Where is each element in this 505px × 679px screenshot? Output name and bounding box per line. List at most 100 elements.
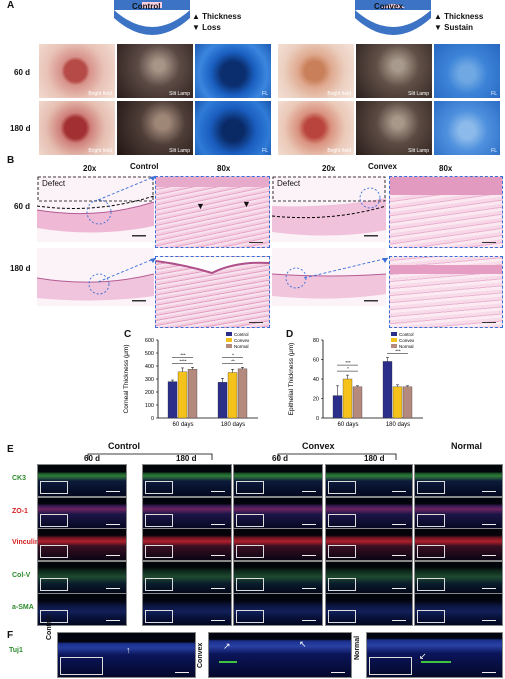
c-sig-label-3: * — [232, 352, 234, 357]
c-legend-swatch-0 — [226, 332, 232, 336]
d-bar-0-0 — [332, 395, 343, 419]
convex-note-sustain: ▼ Sustain — [434, 23, 474, 32]
row-label-a-180d: 180 d — [10, 124, 31, 133]
d-bar-1-1 — [392, 386, 403, 419]
d-bar-1-0 — [342, 378, 353, 419]
e-scalebar-4-3 — [392, 620, 406, 621]
e-scalebar-4-0 — [106, 620, 120, 621]
b-control-title: Control — [130, 162, 159, 171]
b-convex-180d-80x — [389, 256, 503, 328]
c-sig-label-1: *** — [180, 352, 186, 357]
e-scalebar-1-0 — [106, 524, 120, 525]
e-scalebar-4-1 — [211, 620, 225, 621]
e-scalebar-4-4 — [482, 620, 496, 621]
d-xlabel-0: 60 days — [337, 422, 358, 428]
panel-c-label: C — [124, 329, 132, 340]
e-marker-label-0: CK3 — [12, 475, 27, 482]
d-ytick-label-4: 80 — [313, 338, 319, 344]
corneal-thickness-chart: 0 100 200 300 400 500 600 Corneal Thickness (μm… — [123, 332, 258, 428]
c-bar-2-1 — [237, 368, 248, 419]
control-180d-fl: FL — [195, 101, 271, 155]
f-group-normal: Normal — [354, 635, 361, 660]
e-inset-4-1 — [145, 609, 174, 623]
row-label-a-60d: 60 d — [14, 68, 31, 77]
b-convex-defect-label: Defect — [277, 179, 301, 188]
e-scalebar-2-3 — [392, 555, 406, 556]
c-ytick-label-0: 0 — [151, 416, 154, 422]
e-tile-1-4 — [414, 497, 503, 530]
b-control-60d-zoom-line — [97, 175, 157, 201]
c-legend-label-2: Normal — [234, 344, 249, 349]
control-note-loss: ▼ Loss — [192, 23, 221, 32]
convex-title-a: Convex — [374, 2, 403, 11]
d-bar-2-1 — [402, 386, 413, 419]
c-ytick-label-6: 600 — [145, 338, 154, 344]
d-legend-swatch-1 — [391, 338, 397, 342]
e-group-brackets — [87, 453, 397, 460]
b-control-20x: 20x — [83, 164, 97, 173]
e-inset-0-2 — [236, 480, 265, 494]
d-ytick-label-3: 60 — [313, 358, 319, 364]
e-inset-1-2 — [236, 513, 265, 527]
control-60d-slit-lamp: Slit Lamp — [117, 44, 193, 98]
e-scalebar-4-2 — [302, 620, 316, 621]
c-legend-label-0: Control — [234, 332, 249, 337]
b-control-defect-label: Defect — [42, 179, 66, 188]
f-normal-tile: ↙ — [366, 632, 503, 678]
c-bar-0-1 — [217, 382, 228, 419]
e-scalebar-0-2 — [302, 491, 316, 492]
e-marker-label-2: Vinculin — [12, 539, 40, 546]
panel-e-label: E — [7, 444, 14, 455]
e-inset-0-4 — [417, 480, 446, 494]
d-sig-label-1: *** — [345, 360, 351, 365]
arrowhead-2: ▼ — [242, 199, 251, 209]
e-tile-2-0 — [37, 528, 127, 561]
control-title-a: Control — [132, 2, 161, 11]
e-inset-1-0 — [40, 513, 69, 527]
b-control-80x: 80x — [217, 164, 231, 173]
e-tile-2-4 — [414, 528, 503, 561]
e-scalebar-2-0 — [106, 555, 120, 556]
e-inset-3-3 — [328, 577, 356, 591]
e-scalebar-3-3 — [392, 588, 406, 589]
e-scalebar-0-4 — [482, 491, 496, 492]
e-inset-2-1 — [145, 544, 174, 558]
convex-180d-bright-field: Bright field — [278, 101, 354, 155]
e-tile-2-1 — [142, 528, 232, 561]
convex-180d-fl: FL — [434, 101, 500, 155]
d-legend-swatch-0 — [391, 332, 397, 336]
e-inset-0-3 — [328, 480, 356, 494]
e-marker-label-3: Col-V — [12, 572, 31, 579]
e-convex-title: Convex — [302, 441, 335, 451]
b-convex-80x: 80x — [439, 164, 453, 173]
panel-f-label: F — [7, 630, 14, 641]
b-convex-20x: 20x — [322, 164, 336, 173]
d-ytick-label-1: 20 — [313, 397, 319, 403]
c-ytick-label-4: 400 — [145, 364, 154, 370]
e-tile-1-0 — [37, 497, 127, 530]
e-tile-0-3 — [325, 464, 413, 497]
b-control-180d-20x — [37, 248, 154, 306]
e-tp-control-180d: 180 d — [176, 454, 197, 463]
e-inset-0-0 — [40, 480, 69, 494]
b-convex-60d-20x: Defect — [272, 176, 386, 242]
c-sig-label-2: ** — [231, 358, 235, 363]
convex-180d-slit-lamp: Slit Lamp — [356, 101, 432, 155]
e-scalebar-3-2 — [302, 588, 316, 589]
e-tile-3-2 — [233, 561, 323, 594]
c-legend-swatch-1 — [226, 338, 232, 342]
e-inset-3-1 — [145, 577, 174, 591]
e-tile-1-3 — [325, 497, 413, 530]
e-scalebar-2-1 — [211, 555, 225, 556]
c-ytick-label-5: 500 — [145, 351, 154, 357]
e-inset-2-3 — [328, 544, 356, 558]
e-scalebar-2-4 — [482, 555, 496, 556]
e-inset-1-1 — [145, 513, 174, 527]
control-60d-fl: FL — [195, 44, 271, 98]
control-60d-bright-field: Bright field — [39, 44, 115, 98]
f-convex-tile: ↗ ↖ — [208, 632, 352, 678]
e-tile-3-0 — [37, 561, 127, 594]
e-scalebar-3-4 — [482, 588, 496, 589]
e-inset-4-3 — [328, 609, 356, 623]
e-inset-3-2 — [236, 577, 265, 591]
